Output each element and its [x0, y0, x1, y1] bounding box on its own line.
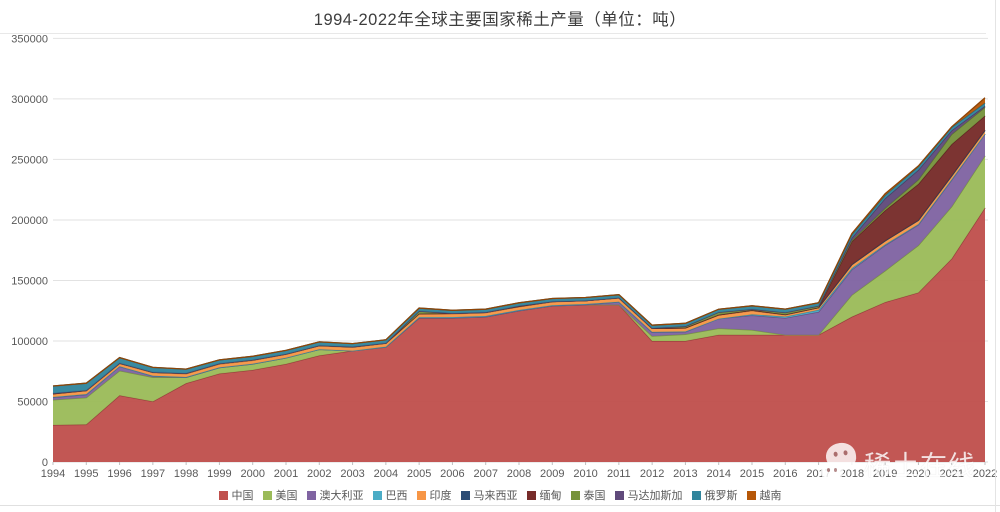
legend-swatch	[262, 490, 272, 500]
x-axis-label: 2001	[274, 468, 298, 480]
legend-label: 美国	[275, 490, 298, 502]
x-axis-label: 2013	[673, 468, 697, 480]
chart-legend: 中国 美国 澳大利亚 巴西 印度 马来西亚 缅甸 泰国 马达加斯加 俄罗斯 越南	[0, 487, 1000, 503]
y-axis-label: 150000	[11, 275, 48, 287]
legend-label: 中国	[231, 490, 254, 502]
legend-swatch	[218, 490, 228, 500]
title-divider	[0, 33, 986, 34]
legend-label: 马达加斯加	[627, 490, 683, 502]
legend-item-马达加斯加: 马达加斯加	[614, 487, 683, 503]
legend-swatch	[526, 490, 536, 500]
legend-swatch	[416, 490, 426, 500]
x-axis-label: 2015	[740, 468, 764, 480]
legend-item-澳大利亚: 澳大利亚	[306, 487, 364, 503]
x-axis-label: 2007	[473, 468, 497, 480]
x-axis-label: 2019	[873, 468, 897, 480]
y-axis-label: 0	[42, 457, 48, 469]
y-axis-label: 200000	[11, 215, 48, 227]
legend-item-泰国: 泰国	[570, 487, 606, 503]
x-axis-label: 2012	[640, 468, 664, 480]
legend-label: 印度	[429, 490, 452, 502]
legend-item-印度: 印度	[416, 487, 452, 503]
x-axis-label: 2020	[906, 468, 930, 480]
legend-swatch	[746, 490, 756, 500]
legend-swatch	[570, 490, 580, 500]
legend-item-中国: 中国	[218, 487, 254, 503]
x-axis-label: 2003	[340, 468, 364, 480]
x-axis-label: 2017	[806, 468, 830, 480]
page-title: 1994-2022年全球主要国家稀土产量（单位：吨）	[313, 11, 687, 29]
x-axis-label: 1999	[207, 468, 231, 480]
area-border-越南	[52, 97, 986, 387]
bottom-divider	[0, 505, 1000, 506]
page-right-edge	[995, 0, 996, 512]
x-axis-label: 2002	[307, 468, 331, 480]
legend-item-巴西: 巴西	[372, 487, 408, 503]
legend-item-马来西亚: 马来西亚	[460, 487, 518, 503]
legend-swatch	[306, 490, 316, 500]
legend-label: 巴西	[385, 490, 408, 502]
x-axis-label: 2021	[939, 468, 963, 480]
legend-swatch	[614, 490, 624, 500]
x-axis-label: 1994	[41, 468, 65, 480]
x-axis-label: 2022	[973, 468, 997, 480]
legend-label: 澳大利亚	[319, 490, 364, 502]
x-axis-label: 2016	[773, 468, 797, 480]
x-axis-label: 2008	[507, 468, 531, 480]
x-axis-label: 2018	[840, 468, 864, 480]
legend-swatch	[372, 490, 382, 500]
x-axis-label: 2005	[407, 468, 431, 480]
area-series-中国	[53, 207, 985, 462]
legend-item-美国: 美国	[262, 487, 298, 503]
x-axis-label: 1998	[174, 468, 198, 480]
y-axis-label: 100000	[11, 336, 48, 348]
x-axis-label: 2000	[240, 468, 264, 480]
legend-label: 俄罗斯	[704, 490, 738, 502]
legend-label: 马来西亚	[473, 490, 518, 502]
legend-item-缅甸: 缅甸	[526, 487, 562, 503]
x-axis-label: 2010	[573, 468, 597, 480]
legend-swatch	[460, 490, 470, 500]
y-axis-label: 250000	[11, 154, 48, 166]
legend-item-越南: 越南	[746, 487, 782, 503]
x-axis-label: 1996	[107, 468, 131, 480]
x-axis-label: 2014	[706, 468, 730, 480]
legend-label: 越南	[759, 490, 782, 502]
x-axis-label: 1997	[141, 468, 165, 480]
area-series-美国	[53, 155, 985, 426]
x-axis-label: 2006	[440, 468, 464, 480]
y-axis-label: 50000	[17, 396, 48, 408]
x-axis-label: 2004	[374, 468, 398, 480]
y-axis-label: 350000	[11, 33, 48, 45]
legend-label: 缅甸	[539, 490, 562, 502]
legend-item-俄罗斯: 俄罗斯	[691, 487, 738, 503]
x-axis-label: 2009	[540, 468, 564, 480]
x-axis-label: 2011	[607, 468, 631, 480]
y-axis-label: 300000	[11, 94, 48, 106]
legend-swatch	[691, 490, 701, 500]
x-axis-label: 1995	[74, 468, 98, 480]
legend-label: 泰国	[583, 490, 606, 502]
